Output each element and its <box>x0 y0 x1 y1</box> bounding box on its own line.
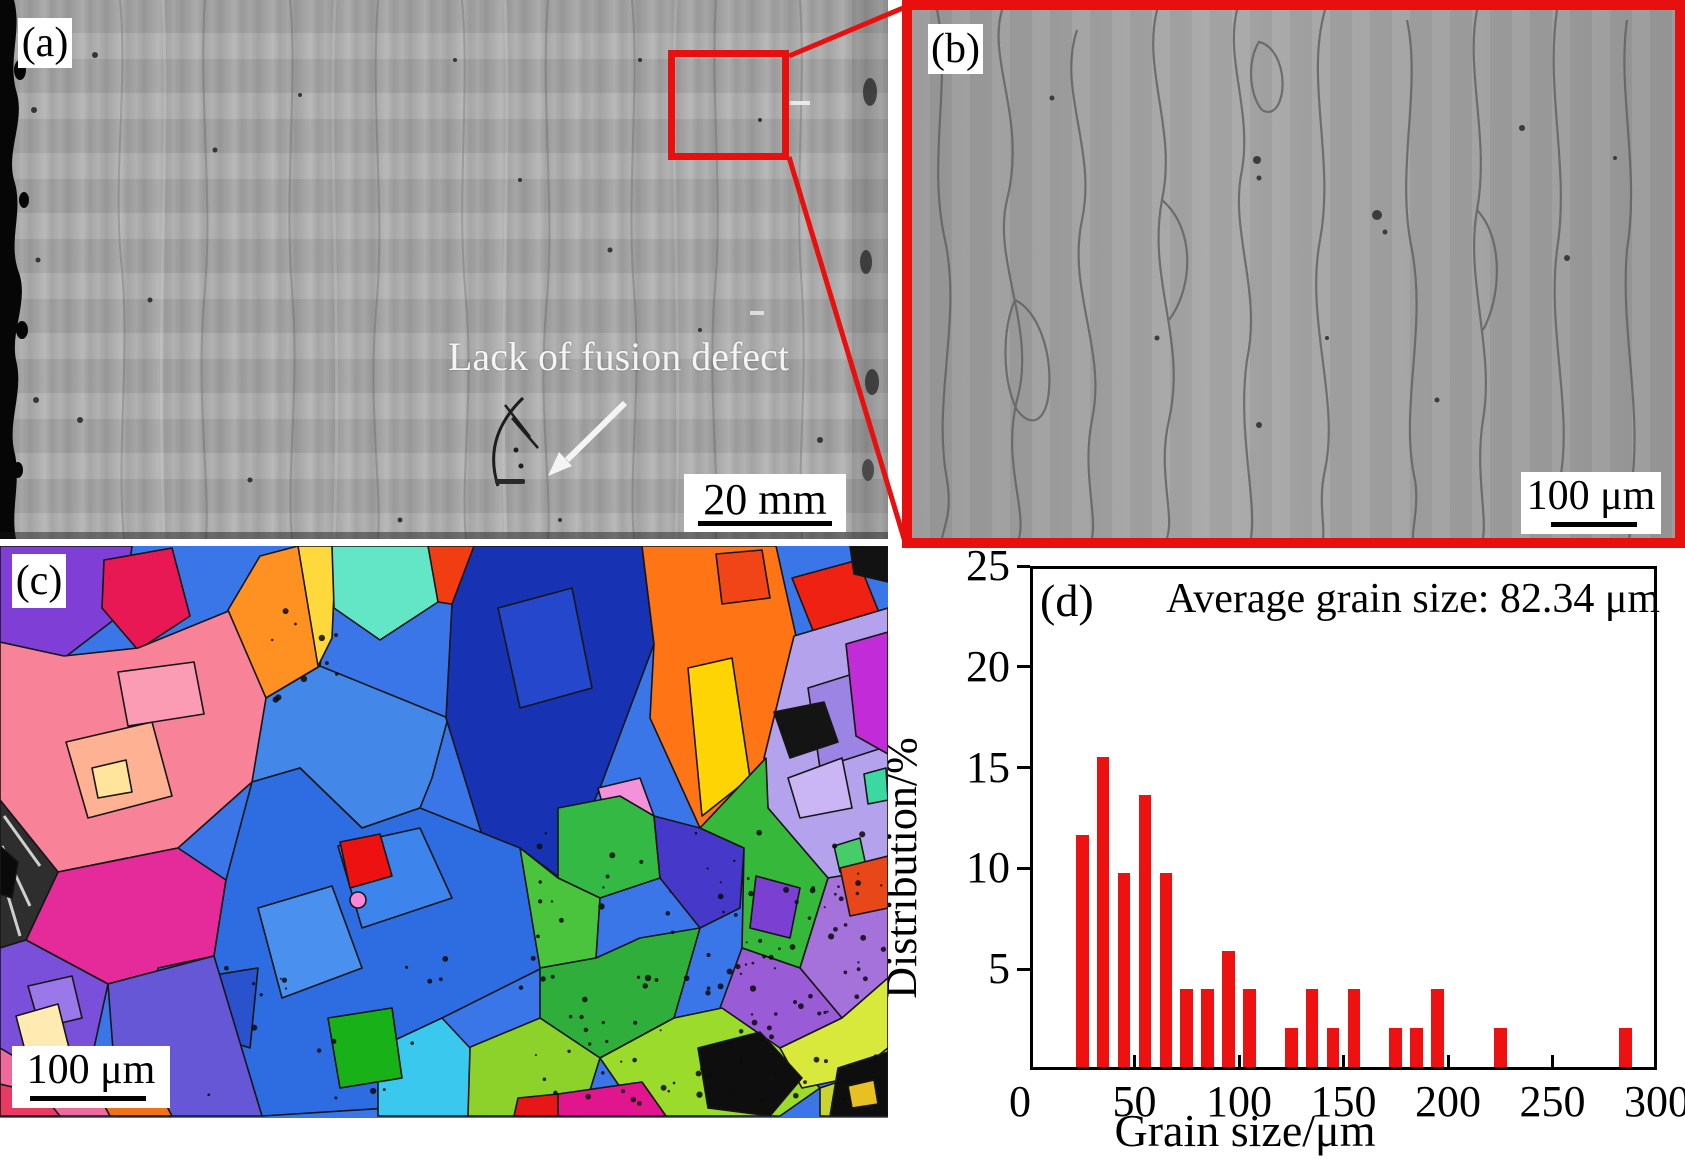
bar <box>1326 1028 1340 1067</box>
bar <box>1284 1028 1298 1067</box>
scale-bar-b: 100 μm <box>1521 472 1661 534</box>
x-tick-label: 300 <box>1624 1077 1685 1126</box>
roi-box <box>668 50 789 160</box>
scale-bar-c-line <box>30 1096 146 1101</box>
bar <box>1493 1028 1507 1067</box>
scale-bar-b-line <box>1551 522 1637 527</box>
panel-b-grain-boundaries <box>935 10 1636 538</box>
y-tick-label: 25 <box>966 548 1010 590</box>
x-axis-title: Grain size/μm <box>1114 1105 1376 1156</box>
scale-bar-a-line <box>698 521 832 526</box>
bar <box>1096 756 1110 1067</box>
scale-bar-c-text: 100 μm <box>26 1047 156 1093</box>
ebsd-grains <box>0 546 888 1118</box>
y-tick-label: 15 <box>966 742 1010 792</box>
panel-b-micrograph: (b) 100 μm <box>902 0 1685 548</box>
x-tick-label: 0 <box>1009 1077 1031 1126</box>
x-tick-mark <box>1551 1055 1554 1067</box>
bar <box>1138 794 1152 1067</box>
micrograph-texture <box>0 0 888 539</box>
y-tick-mark <box>1017 665 1030 669</box>
panel-label-b: (b) <box>928 24 983 74</box>
x-tick-label: 250 <box>1519 1077 1586 1126</box>
y-tick-label: 5 <box>988 944 1010 994</box>
ebsd-speckle-noise <box>207 608 887 1106</box>
y-tick-mark <box>1017 766 1030 770</box>
scale-bar-a-text: 20 mm <box>703 475 827 524</box>
y-tick-mark <box>1017 564 1030 568</box>
y-tick-label: 20 <box>966 641 1010 691</box>
defect-annotation: Lack of fusion defect <box>448 334 789 379</box>
y-tick-mark <box>1017 967 1030 971</box>
chart-title: Average grain size: 82.34 μm <box>1166 576 1661 622</box>
x-tick-label: 150 <box>1310 1077 1377 1126</box>
bar <box>1431 989 1444 1067</box>
panel-label-a: (a) <box>18 18 72 68</box>
x-tick-mark <box>1133 1055 1136 1067</box>
panel-label-d: (d) <box>1040 575 1094 626</box>
bar <box>1389 1028 1402 1067</box>
bar <box>1619 1028 1632 1067</box>
x-tick-mark <box>1342 1055 1345 1067</box>
bar <box>1201 989 1214 1067</box>
y-tick-label: 10 <box>966 843 1010 893</box>
plot-frame <box>1030 566 1657 1070</box>
panel-a-micrograph: (a) Lack of fusion defect 20 mm <box>0 0 888 539</box>
panel-d-histogram: (d) Average grain size: 82.34 μm Grain s… <box>888 548 1685 1159</box>
scale-bar-c: 100 μm <box>12 1046 170 1108</box>
scale-bar-a: 20 mm <box>684 474 846 532</box>
panel-label-c: (c) <box>12 554 66 608</box>
bar <box>1243 989 1256 1067</box>
x-tick-label: 200 <box>1415 1077 1481 1126</box>
scale-bar-b-text: 100 μm <box>1526 473 1656 519</box>
x-tick-label: 50 <box>1112 1077 1157 1126</box>
bar <box>1410 1028 1423 1067</box>
bar <box>1180 989 1193 1067</box>
bar <box>1305 989 1319 1067</box>
y-tick-mark <box>1017 866 1030 870</box>
bar <box>1347 989 1361 1067</box>
bar <box>1222 950 1235 1067</box>
x-tick-label: 100 <box>1206 1077 1272 1126</box>
x-tick-mark <box>1446 1055 1450 1067</box>
bar <box>1117 873 1131 1067</box>
panel-c-ebsd-map: (c) 100 μm <box>0 546 888 1118</box>
micrograph-texture <box>912 10 1675 538</box>
bar <box>1159 873 1173 1067</box>
bar <box>1075 835 1089 1067</box>
defect-arrow <box>548 400 628 476</box>
x-tick-mark <box>1237 1055 1241 1067</box>
